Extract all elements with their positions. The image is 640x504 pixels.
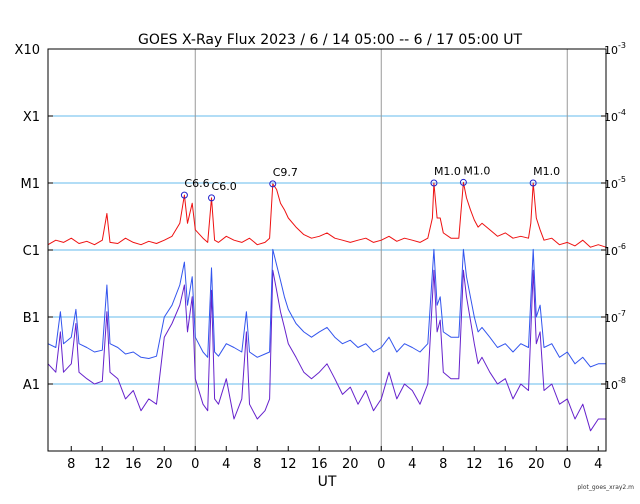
- flare-marker: [529, 179, 537, 187]
- y-right-tick-label: 10-3: [604, 41, 626, 57]
- y-right-tick-label: 10-5: [604, 175, 626, 191]
- series-line: [47, 269, 606, 432]
- flare-marker: [180, 191, 188, 199]
- y-right-tick-label: 10-4: [604, 108, 626, 124]
- footer-note: plot_goes_xray2.m: [577, 484, 634, 491]
- y-left-tick-label: A1: [23, 378, 40, 393]
- y-left-tick-label: M1: [21, 177, 41, 192]
- grid-lines: [48, 49, 606, 451]
- series-line: [47, 248, 606, 368]
- x-tick-label: 4: [222, 457, 230, 472]
- x-tick-label: 20: [528, 457, 545, 472]
- x-tick-label: 8: [67, 457, 75, 472]
- x-axis-label: UT: [318, 474, 337, 490]
- y-left-tick-label: X1: [23, 110, 40, 125]
- y-right-tick-exponent: -8: [618, 376, 626, 385]
- x-tick-label: 12: [94, 457, 111, 472]
- series-line: [47, 181, 607, 248]
- x-tick-label: 12: [280, 457, 297, 472]
- x-tick-label: 4: [594, 457, 602, 472]
- flare-label: C6.0: [212, 180, 237, 193]
- flare-marker: [269, 180, 277, 188]
- y-right-tick-label: 10-7: [604, 309, 626, 325]
- flare-label: C6.6: [184, 177, 209, 190]
- x-tick-label: 16: [497, 457, 514, 472]
- y-left-tick-label: B1: [23, 311, 40, 326]
- x-tick-label: 20: [342, 457, 359, 472]
- flare-marker: [459, 178, 467, 186]
- flare-label: M1.0: [533, 165, 560, 178]
- x-tick-label: 4: [408, 457, 416, 472]
- flare-marker: [208, 194, 216, 202]
- y-right-tick-exponent: -5: [618, 175, 626, 184]
- x-tick-label: 0: [377, 457, 385, 472]
- flare-label: C9.7: [273, 166, 298, 179]
- flare-marker: [430, 179, 438, 187]
- x-tick-label: 8: [253, 457, 261, 472]
- chart-title: GOES X-Ray Flux 2023 / 6 / 14 05:00 -- 6…: [138, 32, 522, 48]
- x-tick-label: 12: [466, 457, 483, 472]
- y-right-tick-exponent: -6: [618, 242, 626, 251]
- axis-labels: X10 X1 M1 C1 B1 A1 10-3 10-4 10-5 10-6 10-7 10-8 8 12…: [15, 41, 626, 472]
- y-left-tick-label: C1: [23, 244, 40, 259]
- x-tick-label: 0: [563, 457, 571, 472]
- y-right-tick-label: 10-6: [604, 242, 626, 258]
- y-right-tick-label: 10-8: [604, 376, 626, 392]
- y-right-tick-exponent: -7: [618, 309, 626, 318]
- flare-markers: C6.6 C6.0C9.7 M1.0 M1.0 M1.0: [180, 164, 560, 202]
- flare-label: M1.0: [463, 164, 490, 177]
- flux-series: [47, 181, 607, 432]
- y-left-tick-label: X10: [15, 43, 40, 58]
- x-tick-label: 20: [156, 457, 173, 472]
- x-tick-label: 0: [191, 457, 199, 472]
- x-tick-label: 16: [125, 457, 142, 472]
- flare-label: M1.0: [434, 165, 461, 178]
- x-tick-label: 8: [439, 457, 447, 472]
- x-tick-label: 16: [311, 457, 328, 472]
- y-right-tick-exponent: -3: [618, 41, 626, 50]
- y-right-tick-exponent: -4: [618, 108, 626, 117]
